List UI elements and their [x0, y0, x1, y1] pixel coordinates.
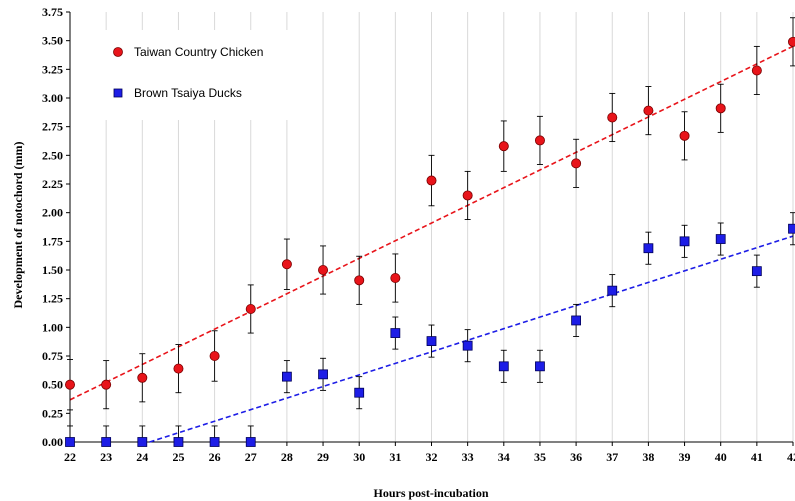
legend-label-chicken: Taiwan Country Chicken — [134, 45, 263, 59]
x-tick-label: 38 — [642, 450, 654, 464]
data-point-chicken — [498, 141, 509, 152]
data-point-duck — [426, 336, 437, 346]
y-tick-label: 2.00 — [42, 206, 63, 220]
x-tick-label: 23 — [100, 450, 112, 464]
y-tick-label: 0.75 — [42, 349, 63, 363]
x-tick-label: 42 — [787, 450, 795, 464]
x-tick-label: 25 — [172, 450, 184, 464]
y-tick-label: 0.25 — [42, 406, 63, 420]
data-point-duck — [354, 387, 365, 398]
data-point-chicken — [173, 363, 184, 374]
data-point-chicken — [751, 65, 762, 76]
y-tick-label: 3.75 — [42, 5, 63, 19]
y-tick-label: 2.50 — [42, 148, 63, 162]
data-point-duck — [462, 340, 473, 351]
data-point-duck — [173, 437, 184, 447]
y-tick-label: 3.25 — [42, 62, 63, 76]
x-tick-label: 27 — [245, 450, 257, 464]
data-point-duck — [679, 236, 690, 247]
data-point-chicken — [679, 130, 690, 141]
data-markers — [65, 36, 795, 447]
legend-background — [100, 30, 295, 120]
x-tick-label: 33 — [462, 450, 474, 464]
y-tick-label: 0.00 — [42, 435, 63, 449]
y-tick-label: 1.50 — [42, 263, 63, 277]
data-point-duck — [281, 371, 292, 382]
y-tick-label: 1.75 — [42, 234, 63, 248]
data-point-duck — [571, 315, 581, 326]
data-point-chicken — [643, 105, 654, 116]
y-tick-label: 3.50 — [42, 34, 63, 48]
legend-marker-duck — [113, 88, 123, 98]
data-point-chicken — [209, 350, 220, 361]
x-tick-label: 37 — [606, 450, 618, 464]
y-tick-label: 3.00 — [42, 91, 63, 105]
data-point-duck — [498, 361, 509, 372]
y-tick-label: 1.00 — [42, 320, 63, 334]
data-point-duck — [788, 223, 795, 234]
data-point-duck — [209, 437, 220, 447]
x-tick-label: 40 — [715, 450, 727, 464]
y-axis-title: Development of notochord (mm) — [11, 142, 25, 309]
data-point-chicken — [462, 190, 473, 201]
x-tick-label: 28 — [281, 450, 293, 464]
x-tick-label: 41 — [751, 450, 763, 464]
data-point-chicken — [534, 135, 545, 146]
data-point-duck — [390, 328, 401, 338]
legend: Taiwan Country Chicken Brown Tsaiya Duck… — [100, 30, 295, 120]
data-point-duck — [137, 437, 148, 447]
y-tick-label: 2.75 — [42, 120, 63, 134]
data-point-chicken — [426, 175, 437, 186]
x-tick-label: 24 — [136, 450, 148, 464]
data-point-chicken — [571, 158, 582, 169]
data-point-duck — [715, 234, 726, 244]
y-tick-label: 0.50 — [42, 378, 63, 392]
x-tick-label: 34 — [498, 450, 510, 464]
y-tick-label: 2.25 — [42, 177, 63, 191]
x-tick-label: 26 — [209, 450, 221, 464]
x-tick-label: 31 — [389, 450, 401, 464]
x-tick-label: 36 — [570, 450, 582, 464]
data-point-chicken — [281, 259, 292, 270]
data-point-chicken — [607, 112, 618, 123]
x-tick-label: 30 — [353, 450, 365, 464]
x-axis-title: Hours post-incubation — [373, 486, 488, 500]
data-point-chicken — [390, 273, 401, 284]
x-tick-label: 32 — [426, 450, 438, 464]
trendline-series-0 — [69, 45, 794, 401]
x-tick-label: 39 — [679, 450, 691, 464]
data-point-duck — [318, 369, 328, 380]
legend-marker-chicken — [113, 47, 123, 57]
data-point-chicken — [65, 379, 76, 390]
data-point-duck — [65, 437, 75, 447]
data-point-duck — [751, 266, 762, 277]
x-axis-ticks: 22 23 24 25 26 27 28 29 30 31 32 33 34 35 36 37 38 39 40 41… — [64, 442, 795, 464]
data-point-chicken — [788, 36, 795, 47]
x-tick-label: 22 — [64, 450, 76, 464]
y-tick-label: 1.25 — [42, 292, 63, 306]
data-point-duck — [643, 243, 654, 254]
x-tick-label: 29 — [317, 450, 329, 464]
data-point-chicken — [318, 264, 329, 275]
data-point-chicken — [354, 275, 365, 286]
data-point-duck — [101, 437, 112, 447]
data-point-chicken — [715, 103, 726, 114]
data-point-chicken — [245, 303, 256, 314]
trendlines — [69, 45, 794, 443]
data-point-duck — [607, 285, 618, 296]
data-point-chicken — [101, 379, 112, 390]
data-point-duck — [245, 437, 256, 447]
x-tick-label: 35 — [534, 450, 546, 464]
trendline-series-1 — [149, 235, 794, 443]
legend-label-duck: Brown Tsaiya Ducks — [134, 86, 242, 100]
data-point-duck — [535, 361, 545, 372]
data-point-chicken — [137, 372, 148, 383]
